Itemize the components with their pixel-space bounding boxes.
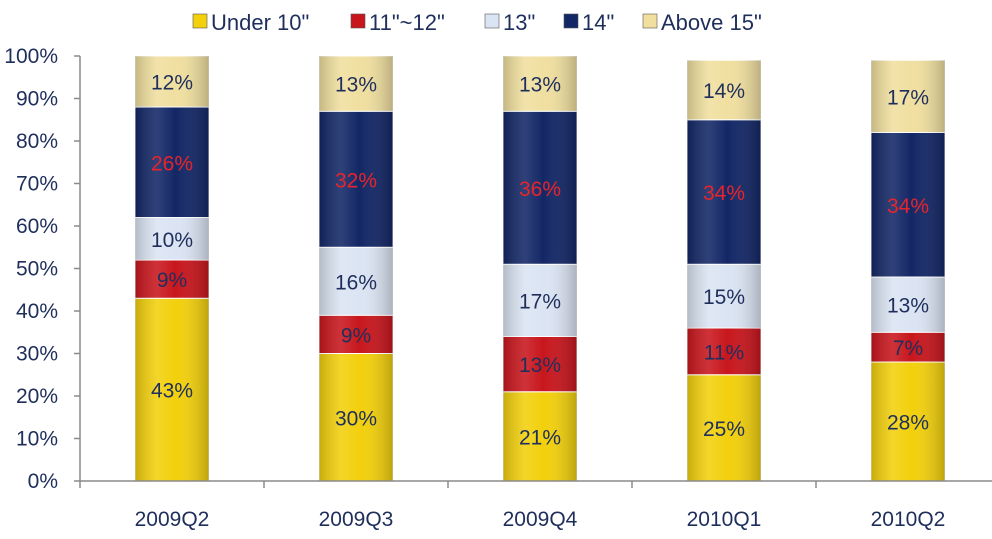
data-label: 21%: [519, 426, 561, 449]
bar-segment-shading: [135, 217, 209, 260]
data-label: 9%: [341, 324, 371, 347]
bar-segment-shading: [135, 260, 209, 299]
legend-swatch: [350, 13, 366, 29]
bar-segment-shading: [687, 119, 761, 265]
x-tick-label: 2009Q3: [319, 508, 394, 531]
bar-segment-shading: [871, 277, 945, 333]
y-tick-label: 100%: [4, 45, 58, 68]
bar-segment-shading: [871, 362, 945, 481]
data-label: 32%: [335, 169, 377, 192]
data-label: 15%: [703, 286, 745, 309]
bar-segment-shading: [319, 247, 393, 316]
bar-segment-shading: [135, 56, 209, 107]
bar-segment-shading: [687, 374, 761, 481]
bars: 43% 9% 10% 26% 12% 30% 9% 16% 32% 13% 21% 13% 17% 36%…: [134, 55, 946, 482]
y-tick-label: 10%: [16, 428, 58, 451]
bar-stack: 25% 11% 15% 34% 14%: [686, 59, 762, 482]
data-label: 10%: [151, 229, 193, 252]
data-label: 17%: [887, 86, 929, 109]
data-label: 28%: [887, 412, 929, 435]
data-label: 34%: [703, 182, 745, 205]
y-tick-label: 40%: [16, 300, 58, 323]
data-label: 13%: [887, 295, 929, 318]
y-tick-label: 80%: [16, 130, 58, 153]
x-tick-label: 2010Q2: [871, 508, 946, 531]
bar-segment-shading: [135, 298, 209, 481]
legend-label: 11"~12": [369, 10, 445, 35]
data-label: 16%: [335, 271, 377, 294]
bar-segment-shading: [871, 60, 945, 133]
data-label: 26%: [151, 152, 193, 175]
data-label: 17%: [519, 290, 561, 313]
chart-legend: Under 10" 11"~12" 13" 14" Above 15": [192, 10, 762, 35]
bar-segment-shading: [687, 328, 761, 375]
bar-segment-shading: [871, 332, 945, 362]
bar-segment-shading: [503, 336, 577, 392]
x-tick-label: 2009Q4: [503, 508, 578, 531]
bar-stack: 30% 9% 16% 32% 13%: [318, 55, 394, 482]
bar-segment-shading: [319, 315, 393, 354]
data-label: 7%: [893, 337, 923, 360]
legend-label: 13": [503, 10, 535, 35]
x-tick-label: 2009Q2: [135, 508, 210, 531]
data-label: 13%: [519, 354, 561, 377]
data-label: 36%: [519, 178, 561, 201]
bar-stack: 28% 7% 13% 34% 17%: [870, 59, 946, 482]
y-tick-label: 0%: [28, 470, 58, 493]
x-axis: 2009Q2 2009Q3 2009Q4 2010Q1 2010Q2: [79, 480, 992, 531]
data-label: 12%: [151, 72, 193, 95]
bar-segment-shading: [871, 132, 945, 277]
data-label: 13%: [519, 74, 561, 97]
data-label: 14%: [703, 80, 745, 103]
bar-segment-shading: [503, 264, 577, 337]
legend-swatch: [642, 13, 658, 29]
legend-swatch: [563, 13, 579, 29]
bar-stack: 21% 13% 17% 36% 13%: [502, 55, 578, 482]
x-tick-label: 2010Q1: [687, 508, 762, 531]
data-label: 25%: [703, 418, 745, 441]
legend-label: Under 10": [211, 10, 309, 35]
legend-label: Above 15": [661, 10, 762, 35]
data-label: 9%: [157, 269, 187, 292]
bar-segment-shading: [503, 111, 577, 265]
y-tick-label: 30%: [16, 343, 58, 366]
bar-segment-shading: [319, 56, 393, 112]
data-label: 34%: [887, 195, 929, 218]
bar-segment-shading: [319, 353, 393, 481]
y-tick-label: 70%: [16, 173, 58, 196]
y-tick-label: 50%: [16, 258, 58, 281]
legend-swatch: [484, 13, 500, 29]
bar-segment-shading: [503, 391, 577, 481]
y-tick-label: 20%: [16, 385, 58, 408]
data-label: 11%: [704, 341, 744, 364]
y-axis: 0% 10% 20% 30% 40% 50% 60% 70% 80% 90% 100%: [4, 45, 81, 493]
data-label: 30%: [335, 407, 377, 430]
bar-segment-shading: [503, 56, 577, 112]
y-tick-label: 60%: [16, 215, 58, 238]
data-label: 13%: [335, 74, 377, 97]
bar-segment-shading: [687, 60, 761, 120]
bar-segment-shading: [687, 264, 761, 328]
legend-swatch: [192, 13, 208, 29]
y-tick-label: 90%: [16, 88, 58, 111]
legend-label: 14": [582, 10, 614, 35]
bar-segment-shading: [135, 107, 209, 218]
data-label: 43%: [151, 380, 193, 403]
bar-segment-shading: [319, 111, 393, 248]
bar-stack: 43% 9% 10% 26% 12%: [134, 55, 210, 482]
